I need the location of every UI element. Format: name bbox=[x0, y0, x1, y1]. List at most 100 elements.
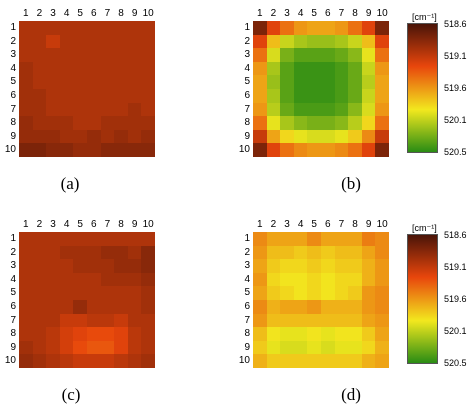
heatmap-cell bbox=[114, 245, 129, 260]
heatmap-cell bbox=[334, 286, 349, 301]
heatmap-cell bbox=[19, 313, 33, 328]
heatmap-cell bbox=[73, 232, 88, 246]
heatmap-cell bbox=[307, 245, 322, 260]
heatmap-cell bbox=[375, 354, 390, 369]
heatmap-cell bbox=[348, 116, 363, 131]
heatmap-cell bbox=[114, 102, 129, 117]
colorbar-tick-label: 520.5 bbox=[444, 147, 467, 157]
heatmap-cell bbox=[46, 143, 61, 158]
heatmap-cell bbox=[334, 61, 349, 76]
heatmap-cell bbox=[253, 272, 267, 287]
y-tick-label: 8 bbox=[10, 328, 16, 340]
heatmap-cell bbox=[293, 75, 308, 90]
heatmap-cell bbox=[141, 102, 156, 117]
heatmap-cell bbox=[114, 259, 129, 274]
y-tick-label: 2 bbox=[10, 35, 16, 47]
heatmap-cell bbox=[127, 116, 142, 131]
heatmap-cell bbox=[87, 286, 101, 301]
heatmap-cell bbox=[100, 300, 115, 314]
heatmap-cell bbox=[19, 354, 33, 369]
heatmap-cell bbox=[19, 300, 33, 314]
heatmap-cell bbox=[127, 245, 142, 260]
heatmap-cell bbox=[19, 143, 33, 158]
heatmap-cell bbox=[87, 129, 101, 144]
heatmap-cell bbox=[321, 143, 335, 158]
heatmap-cell bbox=[280, 340, 295, 355]
heatmap-cell bbox=[73, 259, 88, 274]
heatmap-cell bbox=[361, 116, 376, 131]
y-tick-label: 5 bbox=[244, 287, 250, 299]
heatmap-cell bbox=[375, 75, 390, 90]
heatmap-cell bbox=[348, 354, 363, 369]
heatmap-cell bbox=[19, 340, 33, 355]
heatmap-cell bbox=[73, 102, 88, 117]
heatmap-cell bbox=[59, 75, 74, 90]
heatmap-cell bbox=[59, 245, 74, 260]
x-tick-label: 9 bbox=[131, 219, 138, 230]
heatmap-cell bbox=[375, 48, 390, 63]
y-tick-label: 8 bbox=[244, 117, 250, 129]
heatmap-cell bbox=[87, 272, 101, 287]
heatmap-cell bbox=[375, 259, 390, 274]
heatmap-cell bbox=[375, 102, 390, 117]
y-tick-label: 9 bbox=[10, 130, 16, 142]
heatmap-cell bbox=[253, 313, 267, 328]
x-tick-label: 3 bbox=[50, 8, 56, 19]
y-tick-label: 3 bbox=[10, 260, 16, 272]
heatmap-cell bbox=[87, 232, 101, 246]
x-tick-label: 7 bbox=[104, 8, 111, 19]
panel-caption: (c) bbox=[61, 385, 81, 404]
heatmap-cell bbox=[375, 89, 390, 103]
colorbar-tick-label: 518.6 bbox=[444, 230, 467, 240]
heatmap-cell bbox=[73, 354, 88, 369]
heatmap-cell bbox=[253, 21, 267, 35]
heatmap-cell bbox=[253, 300, 267, 314]
heatmap-cell bbox=[59, 102, 74, 117]
heatmap-cell bbox=[87, 354, 101, 369]
x-tick-label: 7 bbox=[338, 219, 345, 230]
heatmap-cell bbox=[32, 286, 47, 301]
heatmap-cell bbox=[266, 354, 281, 369]
heatmap-cell bbox=[141, 48, 156, 63]
heatmap-cell bbox=[334, 34, 349, 49]
heatmap-cell bbox=[87, 61, 101, 76]
heatmap-cell bbox=[100, 89, 115, 103]
heatmap-cell bbox=[266, 21, 281, 35]
heatmap-cell bbox=[280, 21, 295, 35]
heatmap-cell bbox=[253, 102, 267, 117]
heatmap-cell bbox=[19, 286, 33, 301]
heatmap-cell bbox=[293, 102, 308, 117]
heatmap-cell bbox=[348, 129, 363, 144]
heatmap-cell bbox=[375, 300, 390, 314]
heatmap-cell bbox=[141, 21, 156, 35]
heatmap-cell bbox=[19, 75, 33, 90]
heatmap-cell bbox=[114, 143, 129, 158]
x-tick-label: 9 bbox=[365, 8, 372, 19]
heatmap-cell bbox=[59, 272, 74, 287]
heatmap-cell bbox=[321, 48, 335, 63]
heatmap-cell bbox=[73, 89, 88, 103]
heatmap-cell bbox=[361, 21, 376, 35]
heatmap-cell bbox=[307, 143, 322, 158]
heatmap-cell bbox=[19, 129, 33, 144]
heatmap-cell bbox=[127, 89, 142, 103]
heatmap-cell bbox=[293, 89, 308, 103]
heatmap-cell bbox=[87, 340, 101, 355]
heatmap-cell bbox=[141, 259, 156, 274]
heatmap-cell bbox=[253, 232, 267, 246]
heatmap-cell bbox=[73, 313, 88, 328]
heatmap-cell bbox=[100, 75, 115, 90]
heatmap-cell bbox=[334, 102, 349, 117]
heatmap-cell bbox=[114, 313, 129, 328]
heatmap-cell bbox=[293, 354, 308, 369]
heatmap-cell bbox=[375, 340, 390, 355]
heatmap-cell bbox=[73, 34, 88, 49]
heatmap-cell bbox=[280, 102, 295, 117]
heatmap-cell bbox=[253, 129, 267, 144]
x-tick-label: 10 bbox=[142, 219, 154, 230]
colorbar-tick-label: 520.5 bbox=[444, 358, 467, 368]
y-tick-label: 10 bbox=[238, 355, 250, 367]
heatmap-cell bbox=[32, 313, 47, 328]
y-tick-label: 9 bbox=[244, 341, 250, 353]
